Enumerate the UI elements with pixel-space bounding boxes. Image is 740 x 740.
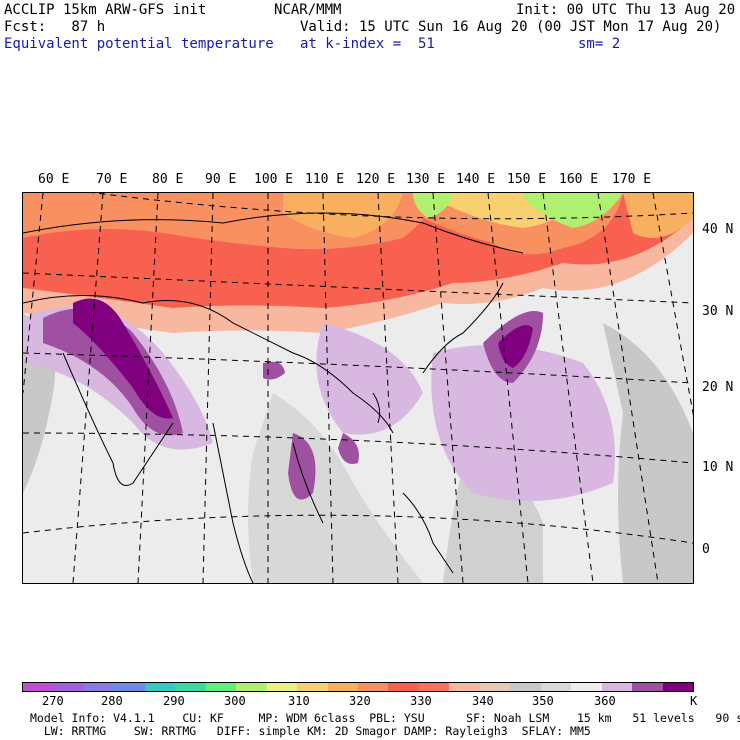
init-time: Init: 00 UTC Thu 13 Aug 20	[516, 2, 736, 18]
colorbar-tick: 280	[101, 694, 123, 708]
colorbar-swatch	[144, 683, 176, 691]
colorbar-swatch	[175, 683, 206, 691]
colorbar-swatch	[114, 683, 145, 691]
colorbar-swatch	[357, 683, 389, 691]
colorbar-tick: 360	[594, 694, 616, 708]
lon-label: 150 E	[507, 172, 547, 187]
lon-label: 90 E	[205, 172, 237, 187]
lat-label: 0	[702, 542, 710, 557]
forecast-hour: Fcst: 87 h	[4, 19, 106, 35]
colorbar-swatch	[266, 683, 298, 691]
colorbar-tick: 320	[349, 694, 371, 708]
colorbar-swatch	[418, 683, 450, 691]
lon-label: 130 E	[406, 172, 446, 187]
field-name: Equivalent potential temperature	[4, 36, 274, 52]
lat-label: 40 N	[702, 222, 734, 237]
colorbar-swatch	[23, 683, 54, 691]
colorbar-swatch	[571, 683, 602, 691]
model-title: ACCLIP 15km ARW-GFS init	[4, 2, 207, 18]
colorbar-swatch	[388, 683, 419, 691]
lat-label: 30 N	[702, 304, 734, 319]
colorbar-swatch	[236, 683, 267, 691]
colorbar-tick: 350	[532, 694, 554, 708]
colorbar-tick: 340	[472, 694, 494, 708]
model-info-line1: Model Info: V4.1.1 CU: KF MP: WDM 6class…	[30, 711, 740, 725]
lon-label: 70 E	[96, 172, 128, 187]
lon-label: 110 E	[305, 172, 345, 187]
lon-label: 160 E	[559, 172, 599, 187]
colorbar	[22, 682, 694, 692]
colorbar-tick: 290	[163, 694, 185, 708]
colorbar-tick: 310	[288, 694, 310, 708]
colorbar-swatch	[205, 683, 237, 691]
colorbar-swatch	[540, 683, 572, 691]
theta-e-field	[23, 193, 693, 583]
colorbar-swatch	[632, 683, 663, 691]
colorbar-swatch	[53, 683, 84, 691]
level-label: at k-index = 51	[300, 36, 435, 52]
colorbar-swatch	[297, 683, 328, 691]
lon-label: 60 E	[38, 172, 70, 187]
colorbar-unit: K	[690, 694, 698, 708]
colorbar-tick: 300	[224, 694, 246, 708]
lon-label: 100 E	[254, 172, 294, 187]
valid-time: Valid: 15 UTC Sun 16 Aug 20 (00 JST Mon …	[300, 19, 722, 35]
colorbar-swatch	[662, 683, 693, 691]
colorbar-swatch	[449, 683, 480, 691]
colorbar-swatch	[327, 683, 358, 691]
colorbar-tick: 270	[42, 694, 64, 708]
colorbar-swatch	[510, 683, 541, 691]
colorbar-tick: 330	[410, 694, 432, 708]
lon-label: 120 E	[356, 172, 396, 187]
lat-label: 10 N	[702, 460, 734, 475]
smoothing-label: sm= 2	[578, 36, 621, 52]
lon-label: 170 E	[612, 172, 652, 187]
lat-label: 20 N	[702, 380, 734, 395]
colorbar-swatch	[479, 683, 511, 691]
map-panel	[22, 192, 694, 584]
lon-label: 140 E	[456, 172, 496, 187]
lon-label: 80 E	[152, 172, 184, 187]
model-info-line2: LW: RRTMG SW: RRTMG DIFF: simple KM: 2D …	[30, 724, 591, 738]
colorbar-swatch	[83, 683, 115, 691]
colorbar-swatch	[601, 683, 633, 691]
org-label: NCAR/MMM	[274, 2, 342, 18]
